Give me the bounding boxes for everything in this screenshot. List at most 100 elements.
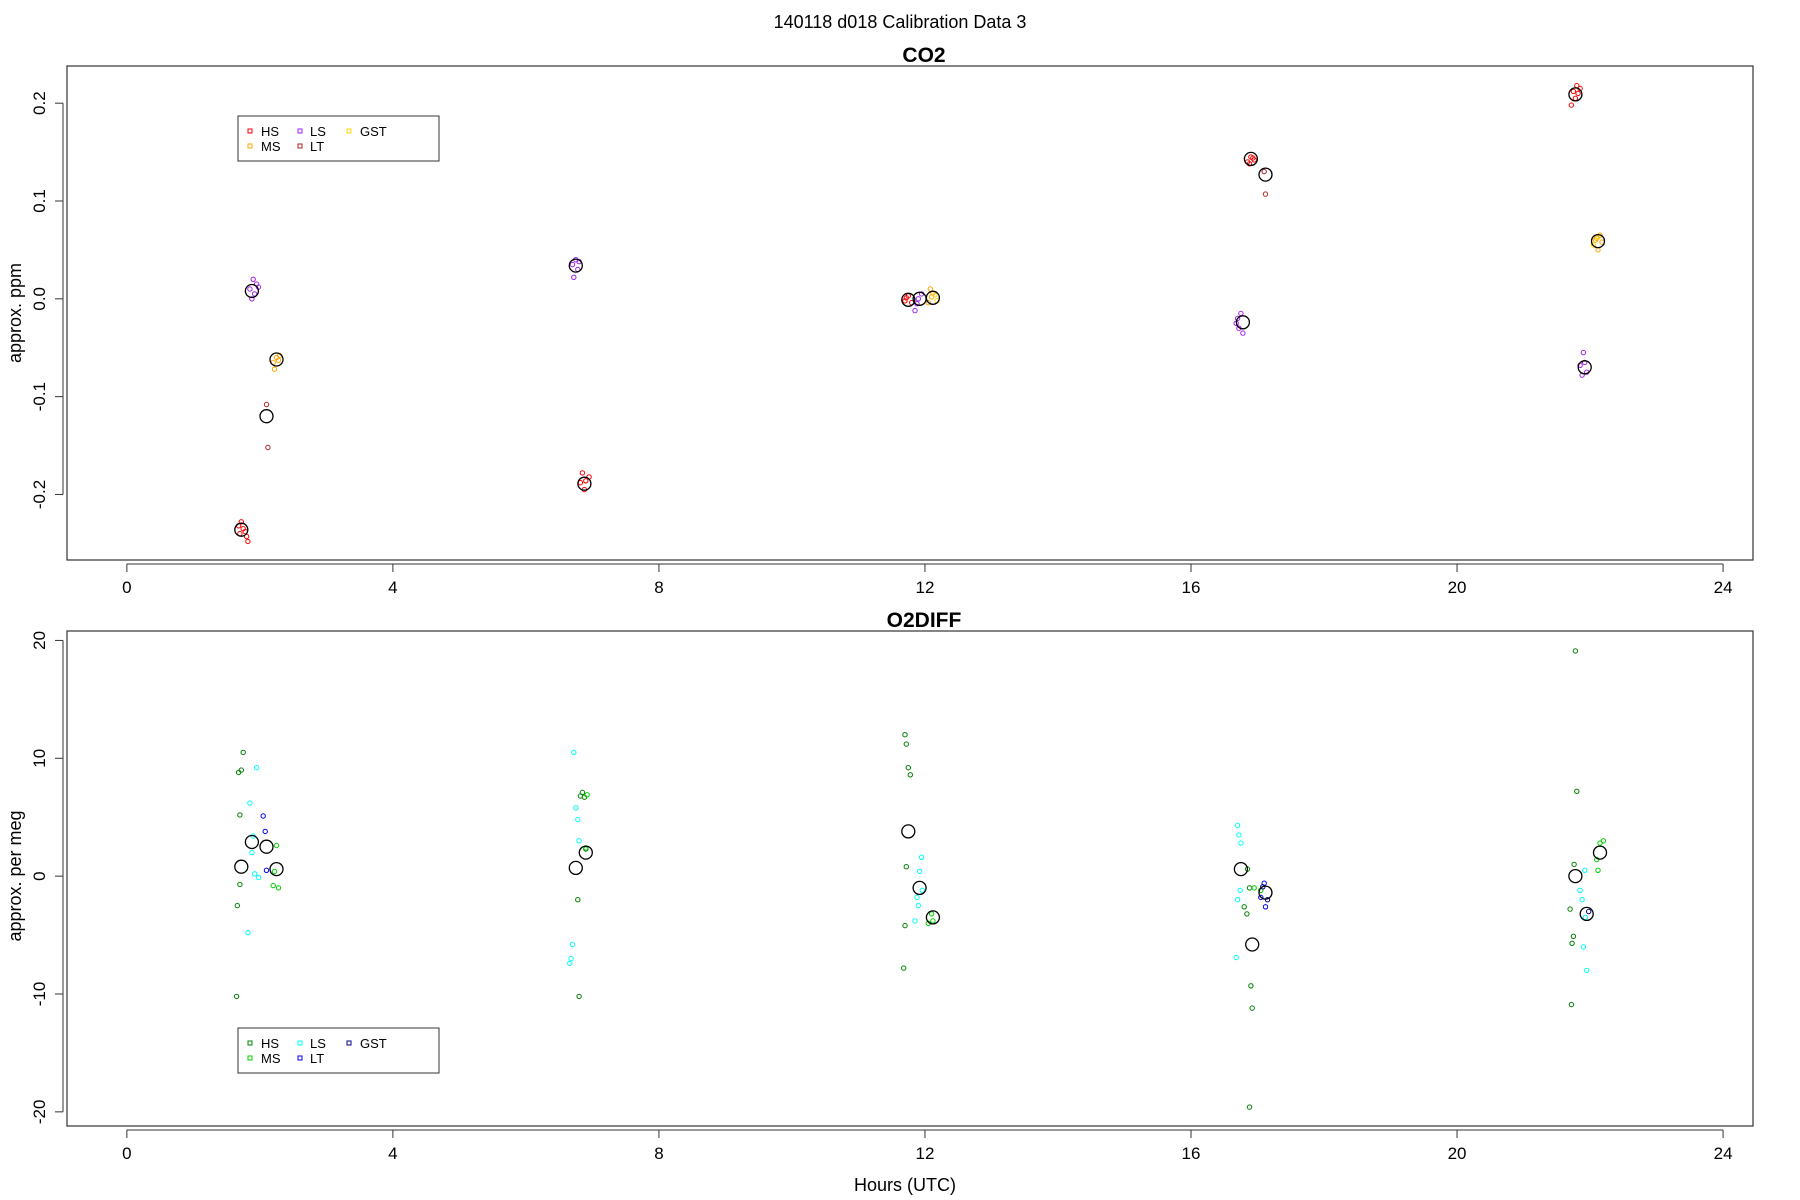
co2-x-tick-label: 24 xyxy=(1714,578,1733,597)
o2diff-mean-marker xyxy=(234,859,249,874)
o2diff-point-ls xyxy=(1582,914,1589,921)
o2diff-point-ls xyxy=(1234,897,1241,903)
o2diff-y-axis-label: approx. per meg xyxy=(5,810,25,941)
o2diff-y-tick-label: 20 xyxy=(30,631,49,650)
o2diff-legend-marker-ms xyxy=(247,1055,253,1061)
co2-point-hs xyxy=(245,538,251,545)
co2-point-hs xyxy=(902,298,908,304)
co2-point-lt xyxy=(263,401,270,408)
co2-legend-label-hs: HS xyxy=(261,124,279,139)
o2diff-point-hs xyxy=(1570,933,1577,939)
co2-x-tick-label: 4 xyxy=(388,578,397,597)
o2diff-point-ls xyxy=(571,749,577,756)
co2-plot-frame xyxy=(66,65,1754,561)
o2diff-point-ls xyxy=(251,871,258,877)
co2-point-lt xyxy=(265,444,271,451)
o2diff-panel-title: O2DIFF xyxy=(887,609,962,632)
o2diff-point-ms xyxy=(584,792,590,798)
co2-mean-marker xyxy=(1235,315,1251,330)
o2diff-x-tick-label: 0 xyxy=(122,1144,131,1163)
co2-mean-marker xyxy=(244,283,260,299)
o2diff-mean-marker xyxy=(259,839,274,854)
o2diff-point-ls xyxy=(249,849,255,856)
o2diff-point-ls xyxy=(1579,897,1585,903)
o2diff-point-hs xyxy=(902,732,908,738)
o2diff-point-ls xyxy=(1238,840,1244,846)
o2diff-point-ls xyxy=(245,930,251,936)
co2-mean-marker xyxy=(925,290,941,305)
co2-point-ls xyxy=(247,286,253,292)
o2diff-point-ls xyxy=(1584,967,1590,974)
o2diff-x-tick-label: 8 xyxy=(654,1144,663,1163)
co2-x-tick-label: 8 xyxy=(654,578,663,597)
co2-mean-marker xyxy=(269,352,284,367)
o2diff-points xyxy=(233,648,1608,1110)
o2diff-point-ls xyxy=(573,805,579,811)
co2-legend-marker-hs xyxy=(247,128,253,134)
o2diff-point-ls xyxy=(255,874,262,880)
o2diff-point-hs xyxy=(233,993,240,1000)
co2-y-tick-label: -0.1 xyxy=(30,382,49,411)
o2diff-point-hs xyxy=(1241,904,1247,910)
o2diff-legend-label-lt: LT xyxy=(310,1051,324,1066)
o2diff-point-ls xyxy=(915,902,921,909)
o2diff-plot-frame xyxy=(66,630,1754,1127)
o2diff-x-tick-label: 16 xyxy=(1182,1144,1201,1163)
co2-legend-box xyxy=(237,115,440,162)
o2diff-point-hs xyxy=(1246,885,1253,891)
o2diff-y-tick-label: -20 xyxy=(30,1100,49,1125)
co2-point-ls xyxy=(250,276,256,282)
o2diff-point-ls xyxy=(1234,822,1241,829)
co2-panel-title: CO2 xyxy=(902,44,945,67)
o2diff-point-lt xyxy=(260,813,266,819)
co2-mean-marker xyxy=(1243,151,1259,167)
co2-x-tick-label: 12 xyxy=(916,578,935,597)
co2-point-ls xyxy=(1238,310,1244,317)
o2diff-legend-marker-lt xyxy=(297,1055,303,1061)
co2-point-gst xyxy=(1590,242,1597,248)
co2-point-hs xyxy=(583,478,589,484)
co2-point-ls xyxy=(571,274,577,280)
o2diff-mean-marker xyxy=(269,861,284,877)
co2-point-ms xyxy=(275,357,282,364)
o2diff-point-ms xyxy=(271,868,278,875)
co2-x-axis: 0 4 8 12 16 20 24 xyxy=(122,563,1733,597)
o2diff-legend: HS MS LS LT GST xyxy=(237,1027,440,1074)
o2diff-point-ls xyxy=(916,868,923,875)
o2diff-point-hs xyxy=(1246,1104,1253,1110)
o2diff-point-hs xyxy=(1572,648,1579,654)
o2diff-legend-marker-gst xyxy=(346,1040,352,1046)
o2diff-legend-label-ls: LS xyxy=(310,1036,326,1051)
co2-point-ls xyxy=(251,291,258,297)
co2-point-ls xyxy=(1234,315,1241,322)
o2diff-point-ls xyxy=(576,838,582,844)
o2diff-point-ls xyxy=(253,765,260,771)
o2diff-point-ls xyxy=(569,941,576,948)
o2diff-point-hs xyxy=(903,741,909,747)
o2diff-mean-marker xyxy=(1258,885,1273,900)
co2-point-ls xyxy=(912,307,918,314)
co2-legend-label-gst: GST xyxy=(360,124,387,139)
co2-point-ms xyxy=(927,286,933,292)
co2-mean-marker xyxy=(234,522,249,537)
o2diff-point-hs xyxy=(907,772,913,778)
co2-x-tick-label: 16 xyxy=(1182,578,1201,597)
o2diff-mean-marker xyxy=(1592,845,1608,860)
co2-legend-marker-ls xyxy=(297,128,303,134)
figure-title: 140118 d018 Calibration Data 3 xyxy=(774,12,1027,32)
co2-y-tick-label: 0.0 xyxy=(30,287,49,311)
co2-legend-marker-ms xyxy=(247,143,253,149)
co2-point-hs xyxy=(1575,90,1581,97)
co2-point-ls xyxy=(1580,349,1587,356)
co2-panel: CO2 0 4 8 12 16 20 24 -0.2 -0.1 0.0 0.1 0.2 approx… xyxy=(5,44,1754,597)
co2-y-tick-label: -0.2 xyxy=(30,480,49,509)
o2diff-point-hs xyxy=(240,749,246,756)
o2diff-point-lt xyxy=(1262,904,1269,910)
o2diff-mean-marker xyxy=(578,845,593,860)
co2-mean-marker xyxy=(259,409,274,424)
o2diff-point-ls xyxy=(914,894,920,901)
co2-legend-marker-gst xyxy=(346,128,352,134)
o2diff-point-hs xyxy=(237,881,243,888)
o2diff-point-ls xyxy=(575,816,581,823)
